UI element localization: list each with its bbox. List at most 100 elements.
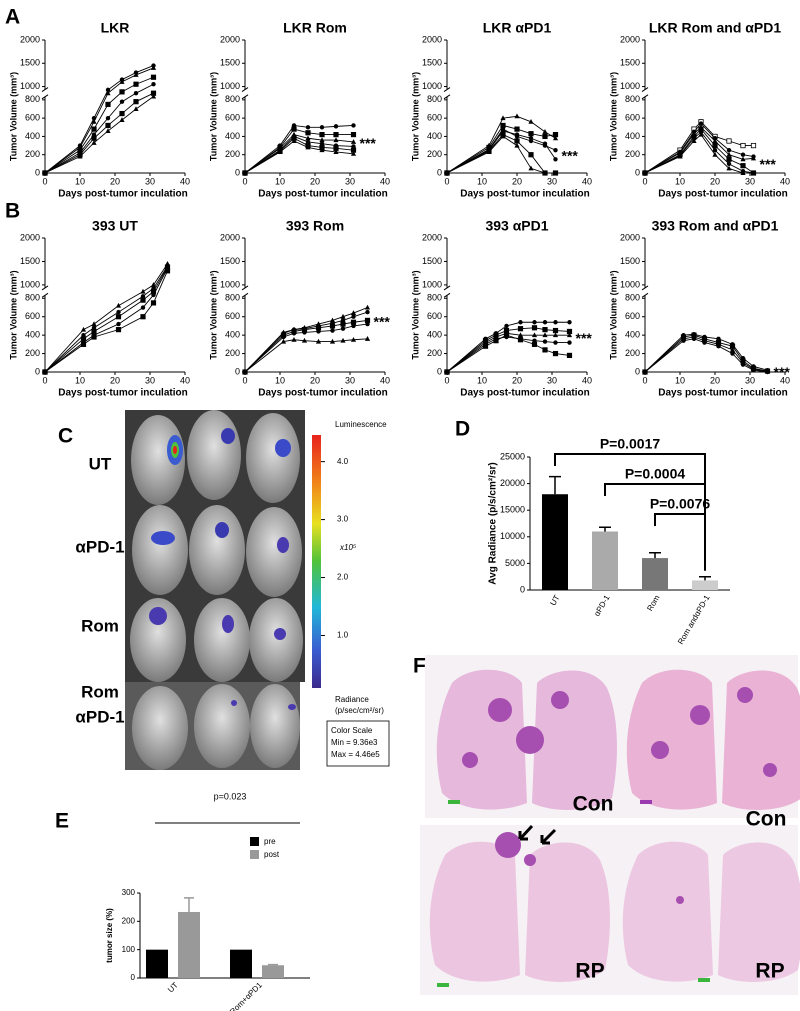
data-point [750, 170, 757, 175]
tumor [524, 854, 536, 866]
axis-break [641, 292, 649, 298]
data-point [305, 130, 311, 136]
axis-break [241, 94, 249, 100]
x-tick-label: 20 [710, 176, 720, 186]
y-tick-label: 0 [635, 167, 640, 177]
mouse [189, 505, 245, 595]
y-tick-label: 1000 [422, 279, 442, 289]
data-point [566, 352, 573, 359]
x-tick-label: 30 [745, 176, 755, 186]
p-value: p=0.023 [214, 791, 247, 801]
data-point [80, 326, 87, 332]
data-point [319, 131, 325, 138]
data-point [150, 93, 157, 99]
histology-panel [420, 655, 800, 995]
data-point [350, 131, 357, 138]
y-axis-label: Tumor Volume (mm³) [8, 72, 18, 161]
y-tick-label: 400 [25, 330, 40, 340]
y-tick-label: 1000 [422, 81, 442, 91]
colorbar-title: Luminescence [335, 420, 387, 429]
data-point [242, 170, 248, 175]
y-tick-label: 200 [122, 916, 136, 925]
data-point [553, 340, 558, 345]
y-tick-label: 0 [235, 366, 240, 376]
x-tick-label: 20 [110, 375, 120, 385]
data-point [528, 118, 534, 124]
y-tick-label: 600 [427, 113, 442, 123]
data-point [698, 131, 704, 137]
significance: *** [774, 364, 791, 380]
scale-bar [437, 983, 449, 987]
data-point [532, 320, 537, 325]
data-point [514, 132, 520, 137]
data-point [91, 334, 97, 340]
tumor [462, 752, 478, 768]
data-point [518, 320, 523, 325]
y-tick-label: 800 [225, 293, 240, 303]
series-line [446, 334, 570, 373]
y-tick-label: 300 [122, 888, 136, 897]
error-bar [184, 897, 194, 912]
data-point [333, 124, 339, 129]
significance: *** [374, 313, 391, 329]
data-point [115, 327, 122, 333]
x-axis-label: Days post-tumor inculation [258, 189, 387, 200]
luminescence-signals [149, 428, 296, 710]
data-point [133, 81, 139, 87]
data-point [80, 341, 87, 347]
x-axis-label: Days post-tumor inculation [58, 189, 187, 200]
y-tick-label: 100 [122, 945, 136, 954]
y-tick-label: 2000 [620, 232, 640, 242]
data-point [42, 170, 48, 175]
data-point [119, 99, 125, 104]
color-scale-max: Max = 4.46e5 [331, 750, 380, 759]
tumor [737, 687, 753, 703]
data-point [116, 309, 121, 315]
y-tick-label: 400 [225, 131, 240, 141]
x-tick-label: 0 [642, 375, 647, 385]
x-axis-label: Days post-tumor inculation [460, 388, 589, 399]
y-tick-label: 5000 [505, 558, 525, 568]
chart-title: LKR Rom and αPD1 [649, 20, 781, 36]
color-scale-title: Color Scale [331, 726, 373, 735]
y-tick-label: 800 [427, 293, 442, 303]
data-point [351, 323, 356, 329]
data-point [765, 369, 770, 375]
x-axis-label: Days post-tumor inculation [258, 388, 387, 399]
data-point [730, 351, 735, 356]
data-point [319, 137, 325, 143]
data-point [151, 82, 156, 87]
data-point [350, 139, 357, 144]
mouse [187, 410, 241, 500]
axis-break [41, 94, 49, 100]
panel-label: E [55, 810, 69, 833]
x-tick-label: 0 [642, 176, 647, 186]
p-value: P=0.0004 [625, 466, 686, 482]
x-tick-label: 40 [780, 375, 790, 385]
data-point [677, 153, 683, 159]
y-tick-label: 0 [437, 366, 442, 376]
data-point [291, 126, 297, 132]
y-tick-label: 200 [427, 348, 442, 358]
data-point [681, 338, 686, 343]
chart-title: LKR Rom [283, 20, 347, 36]
signal [151, 531, 175, 545]
data-point [542, 170, 548, 175]
colorbar-multiplier: x10⁵ [339, 543, 357, 552]
significance: *** [360, 135, 377, 151]
data-point [302, 330, 307, 335]
y-tick-label: 1000 [220, 81, 240, 91]
data-point [277, 149, 283, 154]
data-point [750, 155, 757, 161]
data-point [340, 326, 346, 331]
mouse [130, 598, 186, 682]
axis-break [443, 285, 451, 291]
y-tick-label: 25000 [500, 451, 525, 461]
series-line [644, 122, 754, 174]
data-point [702, 340, 707, 345]
data-point [542, 347, 548, 353]
significance-bracket [654, 513, 706, 571]
data-point [291, 138, 297, 143]
data-point [503, 332, 510, 338]
y-axis-label: Avg Radiance (p/s/cm²/sr) [488, 462, 499, 584]
